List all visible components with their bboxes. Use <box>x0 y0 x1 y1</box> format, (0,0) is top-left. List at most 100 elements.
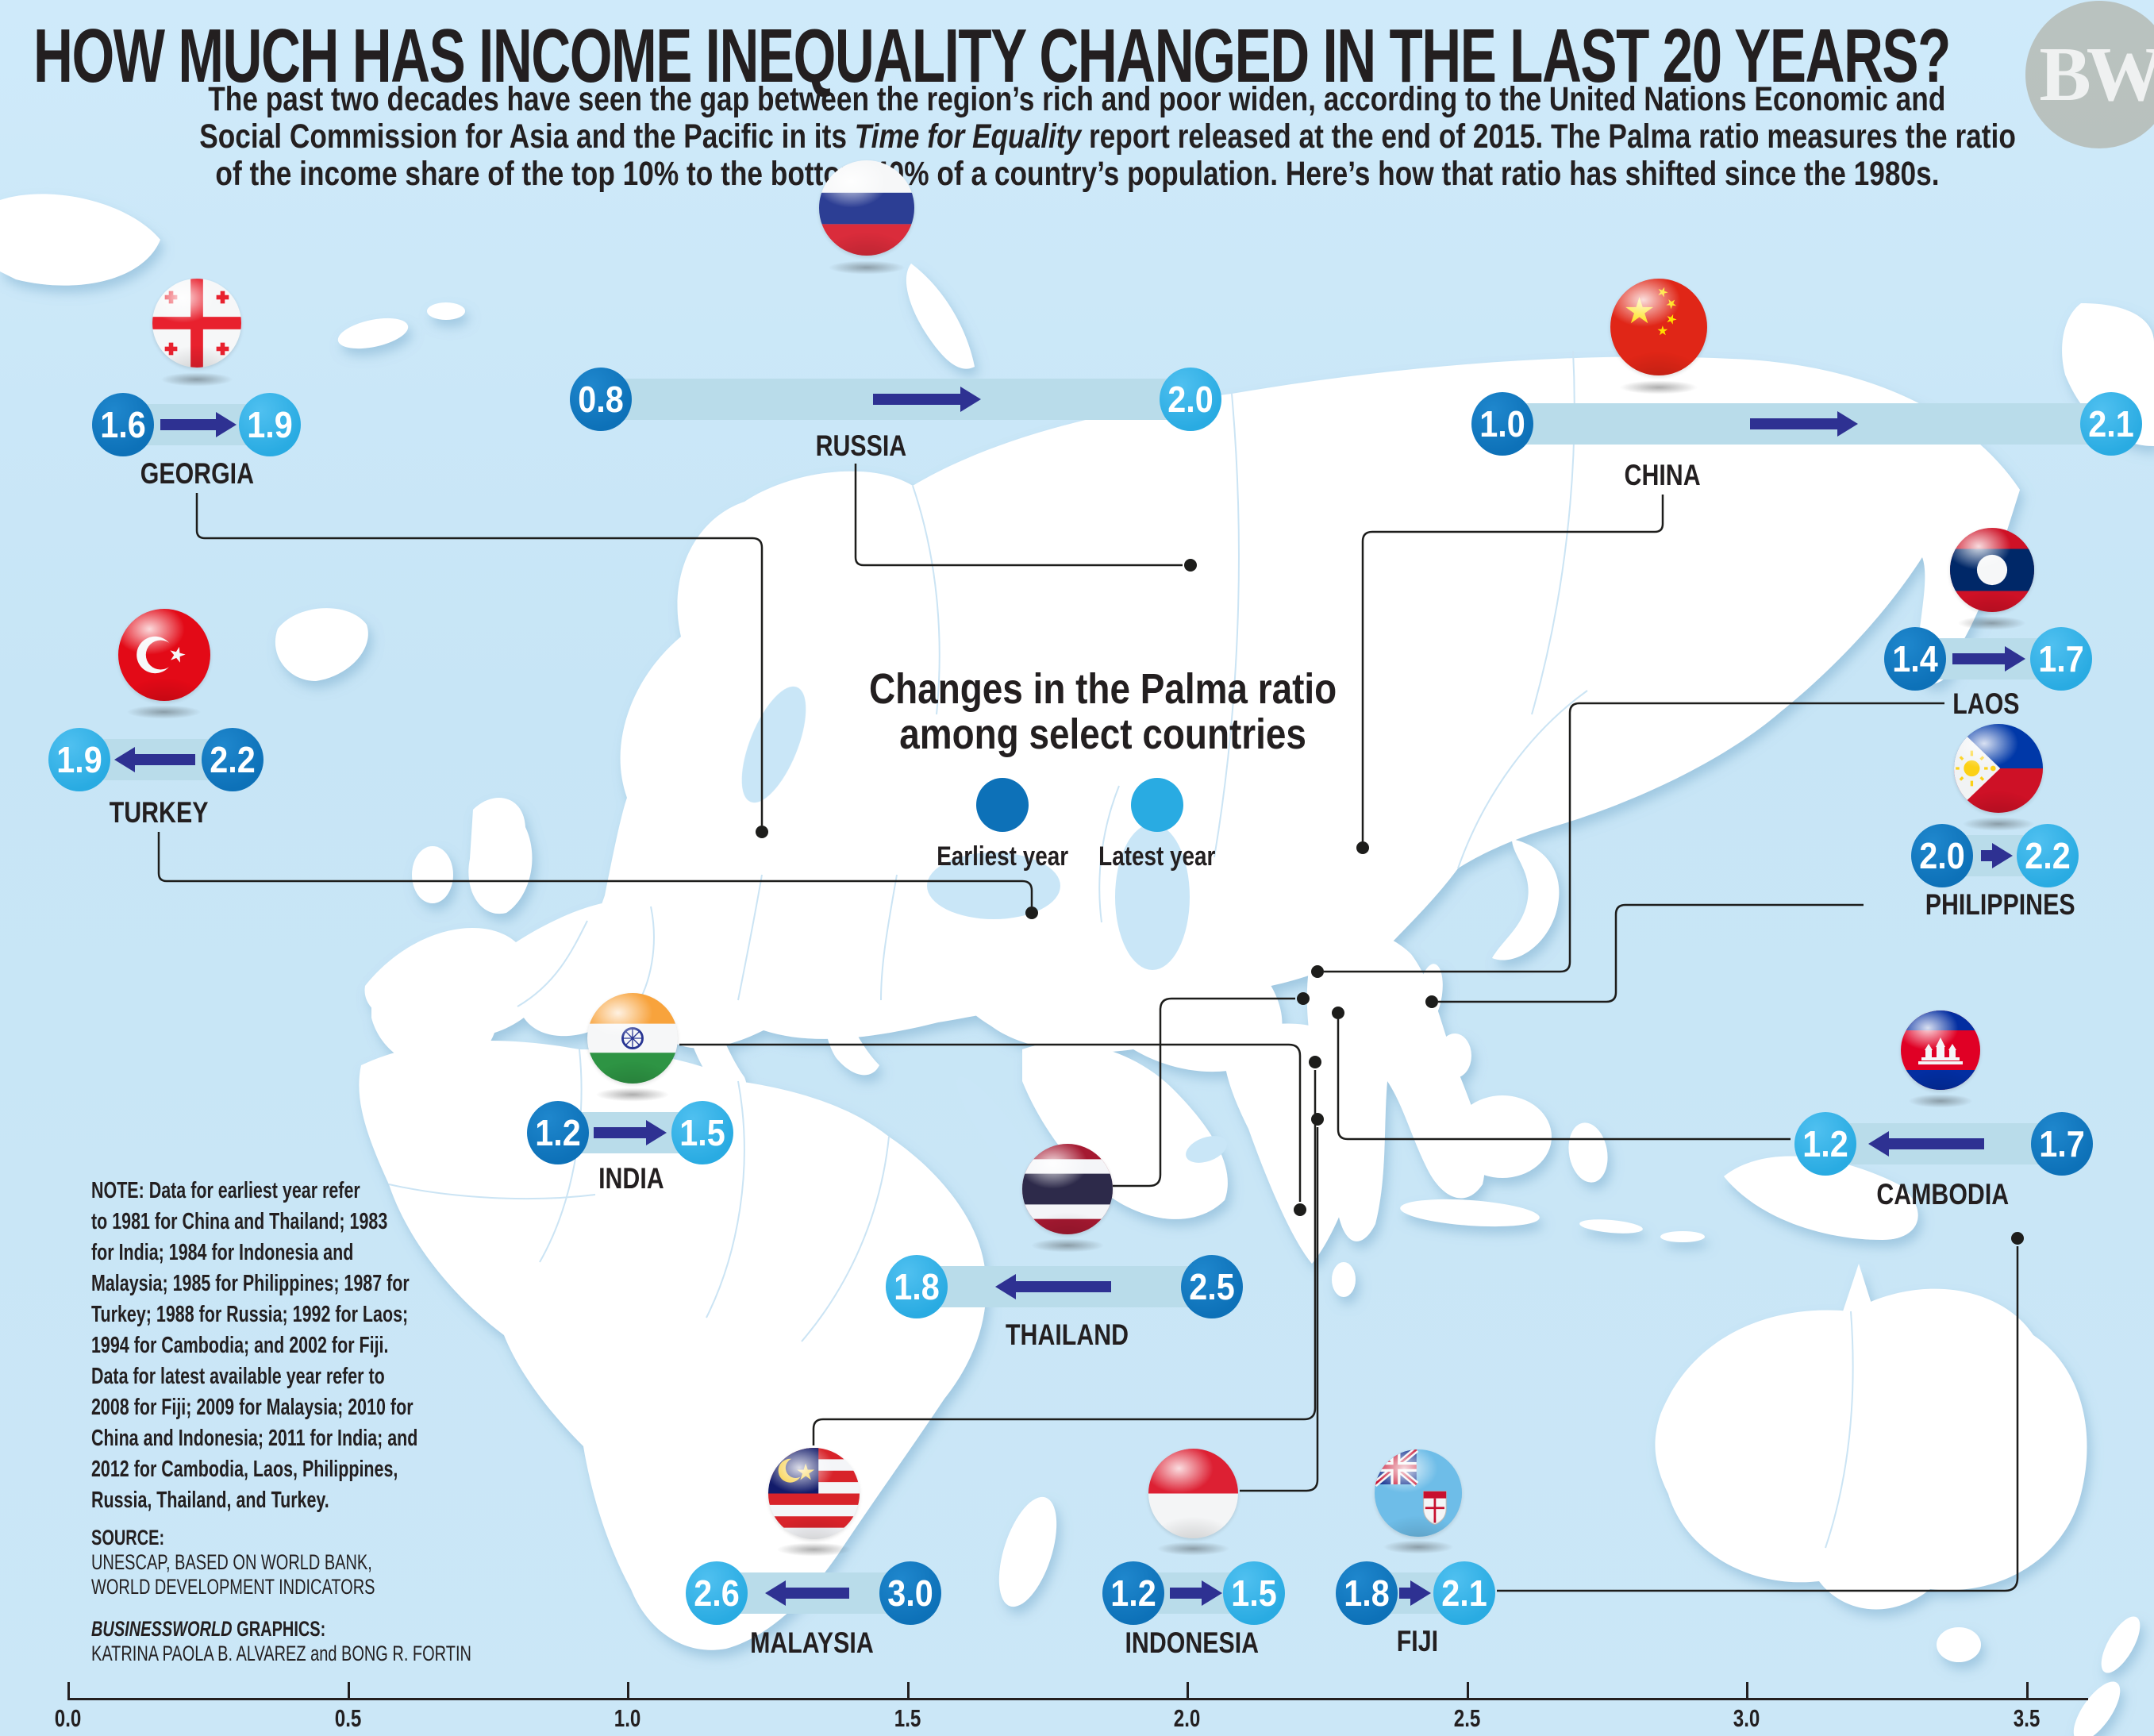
subtitle-line-2: Social Commission for Asia and the Pacif… <box>199 117 2016 156</box>
arrow-right-icon <box>1170 1580 1222 1606</box>
country-label-fiji: FIJI <box>1396 1625 1439 1657</box>
philippines-flag-icon <box>1954 724 2043 813</box>
turkey-latest-value: 1.9 <box>48 728 110 791</box>
india-flag-shadow <box>594 1087 671 1102</box>
cambodia-latest-value: 1.2 <box>1794 1112 1856 1176</box>
country-label-china: CHINA <box>1624 459 1702 491</box>
arrow-right-icon <box>1750 411 1858 437</box>
legend-earliest-swatch <box>976 778 1029 832</box>
axis-tick <box>1746 1682 1748 1698</box>
connector-turkey <box>157 832 1033 906</box>
cambodia-flag-icon <box>1901 1010 1980 1090</box>
country-label-indonesia: INDONESIA <box>1125 1626 1260 1659</box>
fiji-latest-value: 2.1 <box>1433 1561 1495 1625</box>
turkey-flag-shadow <box>125 705 202 719</box>
cambodia-earliest-value: 1.7 <box>2031 1112 2093 1176</box>
legend-title-line-1: Changes in the Palma ratio <box>869 665 1337 713</box>
turkey-flag-icon <box>118 609 210 701</box>
country-label-thailand: THAILAND <box>1006 1318 1129 1351</box>
note-line: for India; 1984 for Indonesia and <box>91 1240 354 1265</box>
map-dot-philippines <box>1425 995 1438 1008</box>
arrow-left-icon <box>1889 1138 1984 1149</box>
malaysia-earliest-value: 3.0 <box>879 1561 941 1625</box>
map-dot-thailand <box>1297 992 1310 1005</box>
note-line: China and Indonesia; 2011 for India; and <box>91 1426 418 1451</box>
fiji-flag-shadow <box>1382 1540 1455 1554</box>
fiji-earliest-value: 1.8 <box>1336 1561 1398 1625</box>
map-dot-malaysia <box>1309 1056 1321 1068</box>
connector-malaysia <box>812 1070 1317 1445</box>
connector-china <box>1361 495 1664 841</box>
businessworld-logo: BW <box>2025 1 2154 148</box>
axis-tick <box>907 1682 910 1698</box>
laos-flag-shadow <box>1956 616 2027 630</box>
map-dot-georgia <box>756 826 768 838</box>
arrow-right-icon <box>1399 1580 1431 1606</box>
russia-flag-shadow <box>827 260 906 275</box>
axis-line <box>67 1698 2088 1700</box>
axis-tick-label: 1.5 <box>894 1704 921 1732</box>
country-label-georgia: GEORGIA <box>140 457 254 490</box>
georgia-flag-shadow <box>160 372 234 387</box>
note-line: Turkey; 1988 for Russia; 1992 for Laos; <box>91 1302 409 1327</box>
connector-cambodia <box>1337 1019 1791 1141</box>
connector-russia <box>854 464 1183 567</box>
arrow-right-icon <box>873 387 981 412</box>
indonesia-flag-shadow <box>1156 1542 1231 1556</box>
axis-tick <box>1187 1682 1189 1698</box>
country-label-turkey: TURKEY <box>109 796 209 829</box>
graphics-credit: BUSINESSWORLD GRAPHICS: <box>91 1617 326 1641</box>
philippines-earliest-value: 2.0 <box>1911 824 1973 887</box>
legend-latest-label: Latest year <box>1098 841 1216 872</box>
map-dot-russia <box>1184 559 1197 572</box>
malaysia-latest-value: 2.6 <box>686 1561 748 1625</box>
arrow-left-icon <box>135 754 195 765</box>
note-line: 2008 for Fiji; 2009 for Malaysia; 2010 f… <box>91 1395 413 1420</box>
china-earliest-value: 1.0 <box>1471 392 1533 456</box>
source-line: UNESCAP, BASED ON WORLD BANK, <box>91 1550 372 1574</box>
country-borders <box>388 350 1854 1549</box>
india-latest-value: 1.5 <box>671 1101 733 1164</box>
note-line: Malaysia; 1985 for Philippines; 1987 for <box>91 1271 410 1296</box>
credits-block: SOURCE: UNESCAP, BASED ON WORLD BANK, WO… <box>91 1526 605 1666</box>
india-earliest-value: 1.2 <box>527 1101 589 1164</box>
country-label-laos: LAOS <box>1952 687 2020 720</box>
connector-fiji <box>1497 1246 2019 1592</box>
map-dot-fiji <box>2011 1232 2024 1245</box>
legend-title-line-2: among select countries <box>899 710 1307 758</box>
philippines-flag-shadow <box>1961 817 2036 831</box>
map-dot-laos <box>1311 965 1324 978</box>
axis-tick-label: 0.0 <box>55 1704 82 1732</box>
russia-latest-value: 2.0 <box>1160 368 1221 431</box>
arrow-right-icon <box>594 1120 667 1145</box>
note-line: Russia, Thailand, and Turkey. <box>91 1488 329 1513</box>
malaysia-flag-icon <box>768 1448 860 1539</box>
note-line: Data for latest available year refer to <box>91 1364 385 1389</box>
legend-earliest-label: Earliest year <box>937 841 1068 872</box>
arrow-right-icon <box>1952 646 2025 672</box>
connector-india <box>679 1043 1302 1202</box>
china-flag-shadow <box>1618 380 1699 395</box>
connector-georgia <box>195 493 764 826</box>
indonesia-earliest-value: 1.2 <box>1102 1561 1164 1625</box>
arrow-right-icon <box>1981 843 2013 868</box>
credit-names: KATRINA PAOLA B. ALVAREZ and BONG R. FOR… <box>91 1642 471 1665</box>
note-block: NOTE: Data for earliest year refer to 19… <box>91 1176 533 1516</box>
indonesia-latest-value: 1.5 <box>1223 1561 1285 1625</box>
china-flag-icon <box>1610 279 1707 375</box>
georgia-earliest-value: 1.6 <box>92 393 154 456</box>
axis-tick-label: 2.5 <box>1454 1704 1481 1732</box>
axis-tick <box>627 1682 629 1698</box>
axis-tick <box>67 1682 70 1698</box>
connector-indonesia <box>1240 1127 1319 1492</box>
map-dot-india <box>1294 1203 1306 1216</box>
legend-latest-swatch <box>1131 778 1183 832</box>
country-label-philippines: PHILIPPINES <box>1925 888 2075 921</box>
axis-tick <box>1467 1682 1469 1698</box>
subtitle-line-3: of the income share of the top 10% to th… <box>214 155 1940 193</box>
laos-flag-icon <box>1950 528 2034 612</box>
page-title: HOW MUCH HAS INCOME INEQUALITY CHANGED I… <box>33 13 1951 98</box>
indonesia-flag-icon <box>1148 1449 1238 1538</box>
thailand-earliest-value: 2.5 <box>1181 1255 1243 1318</box>
cambodia-flag-shadow <box>1907 1094 1974 1108</box>
